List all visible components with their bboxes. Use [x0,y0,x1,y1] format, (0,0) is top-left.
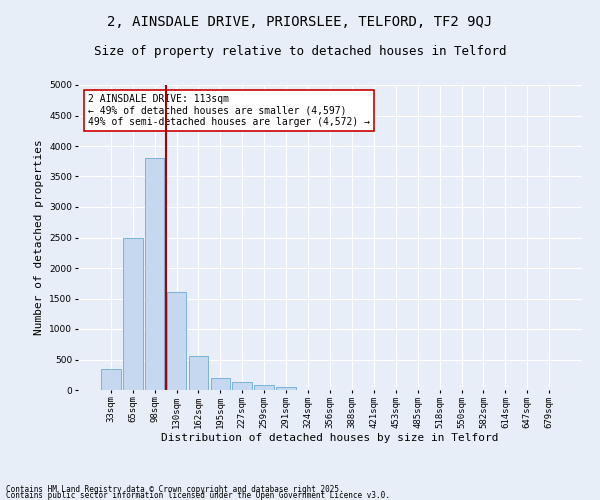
Bar [211,378,230,390]
Y-axis label: Number of detached properties: Number of detached properties [34,140,44,336]
Text: Contains HM Land Registry data © Crown copyright and database right 2025.: Contains HM Land Registry data © Crown c… [6,484,344,494]
Bar [232,382,252,390]
Bar [167,292,187,390]
Bar [101,368,121,390]
Bar [123,238,143,390]
Bar [276,387,296,390]
Text: Size of property relative to detached houses in Telford: Size of property relative to detached ho… [94,45,506,58]
Bar [188,356,208,390]
Text: 2 AINSDALE DRIVE: 113sqm
← 49% of detached houses are smaller (4,597)
49% of sem: 2 AINSDALE DRIVE: 113sqm ← 49% of detach… [88,94,370,128]
Bar [254,385,274,390]
X-axis label: Distribution of detached houses by size in Telford: Distribution of detached houses by size … [161,434,499,444]
Text: Contains public sector information licensed under the Open Government Licence v3: Contains public sector information licen… [6,490,390,500]
Bar [145,158,164,390]
Text: 2, AINSDALE DRIVE, PRIORSLEE, TELFORD, TF2 9QJ: 2, AINSDALE DRIVE, PRIORSLEE, TELFORD, T… [107,15,493,29]
